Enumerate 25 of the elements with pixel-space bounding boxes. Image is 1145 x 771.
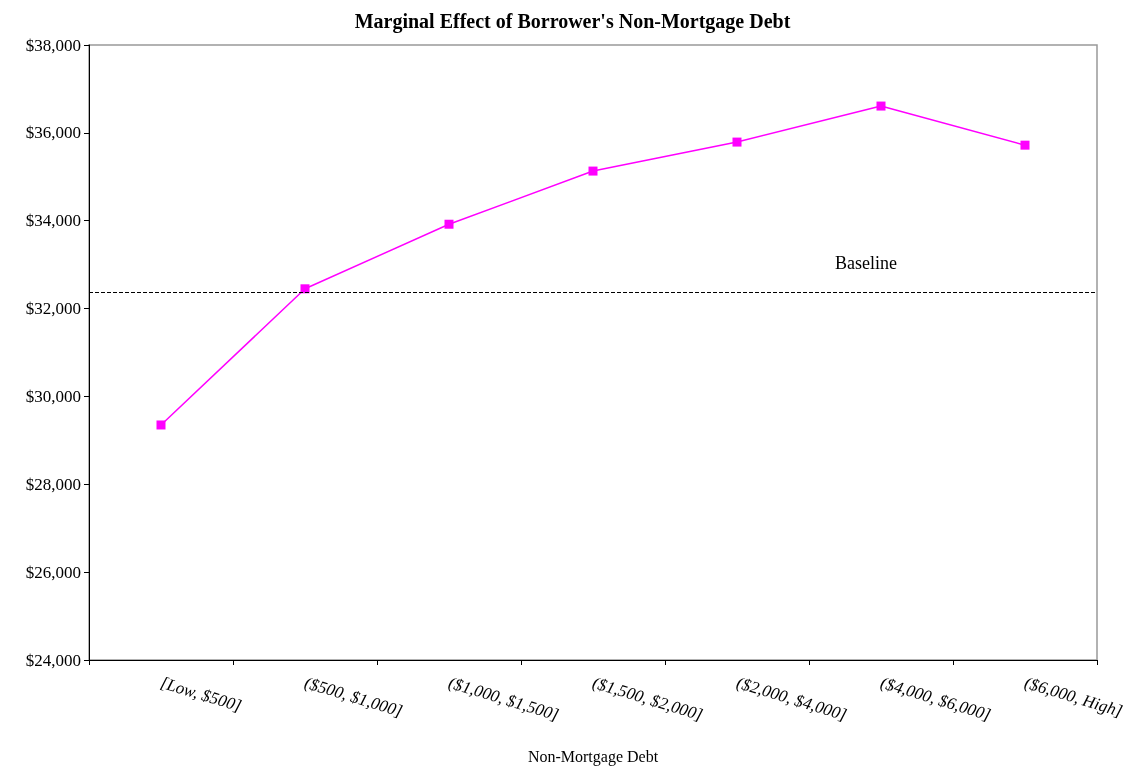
x-tick-label: ($1,500, $2,000]	[590, 672, 705, 725]
point	[588, 166, 598, 176]
point	[156, 420, 166, 430]
y-tick-label: $24,000	[25, 650, 81, 670]
y-tick-label: $28,000	[25, 474, 81, 494]
x-tick-label: [Low, $500]	[158, 672, 244, 716]
y-tick-label: $32,000	[25, 299, 81, 319]
y-tick-label: $34,000	[25, 211, 81, 231]
x-tick-label: ($4,000, $6,000]	[878, 672, 993, 725]
x-tick-label: ($1,000, $1,500]	[446, 672, 561, 725]
point	[732, 137, 742, 147]
y-tick-label: $30,000	[25, 386, 81, 406]
y-tick-label: $36,000	[25, 123, 81, 143]
y-tick-label: $26,000	[25, 562, 81, 582]
ref-line-label: Baseline	[835, 252, 898, 273]
y-tick-label: $38,000	[25, 35, 81, 55]
chart-title: Marginal Effect of Borrower's Non-Mortgage Debt	[354, 10, 791, 33]
x-axis-title: Non-Mortgage Debt	[527, 747, 659, 766]
x-tick-label: ($6,000, High]	[1022, 672, 1125, 721]
point	[444, 219, 454, 229]
point	[300, 284, 310, 294]
point	[1020, 140, 1030, 150]
point	[876, 101, 886, 111]
x-tick-label: ($2,000, $4,000]	[734, 672, 849, 725]
x-tick-label: ($500, $1,000]	[302, 672, 405, 721]
